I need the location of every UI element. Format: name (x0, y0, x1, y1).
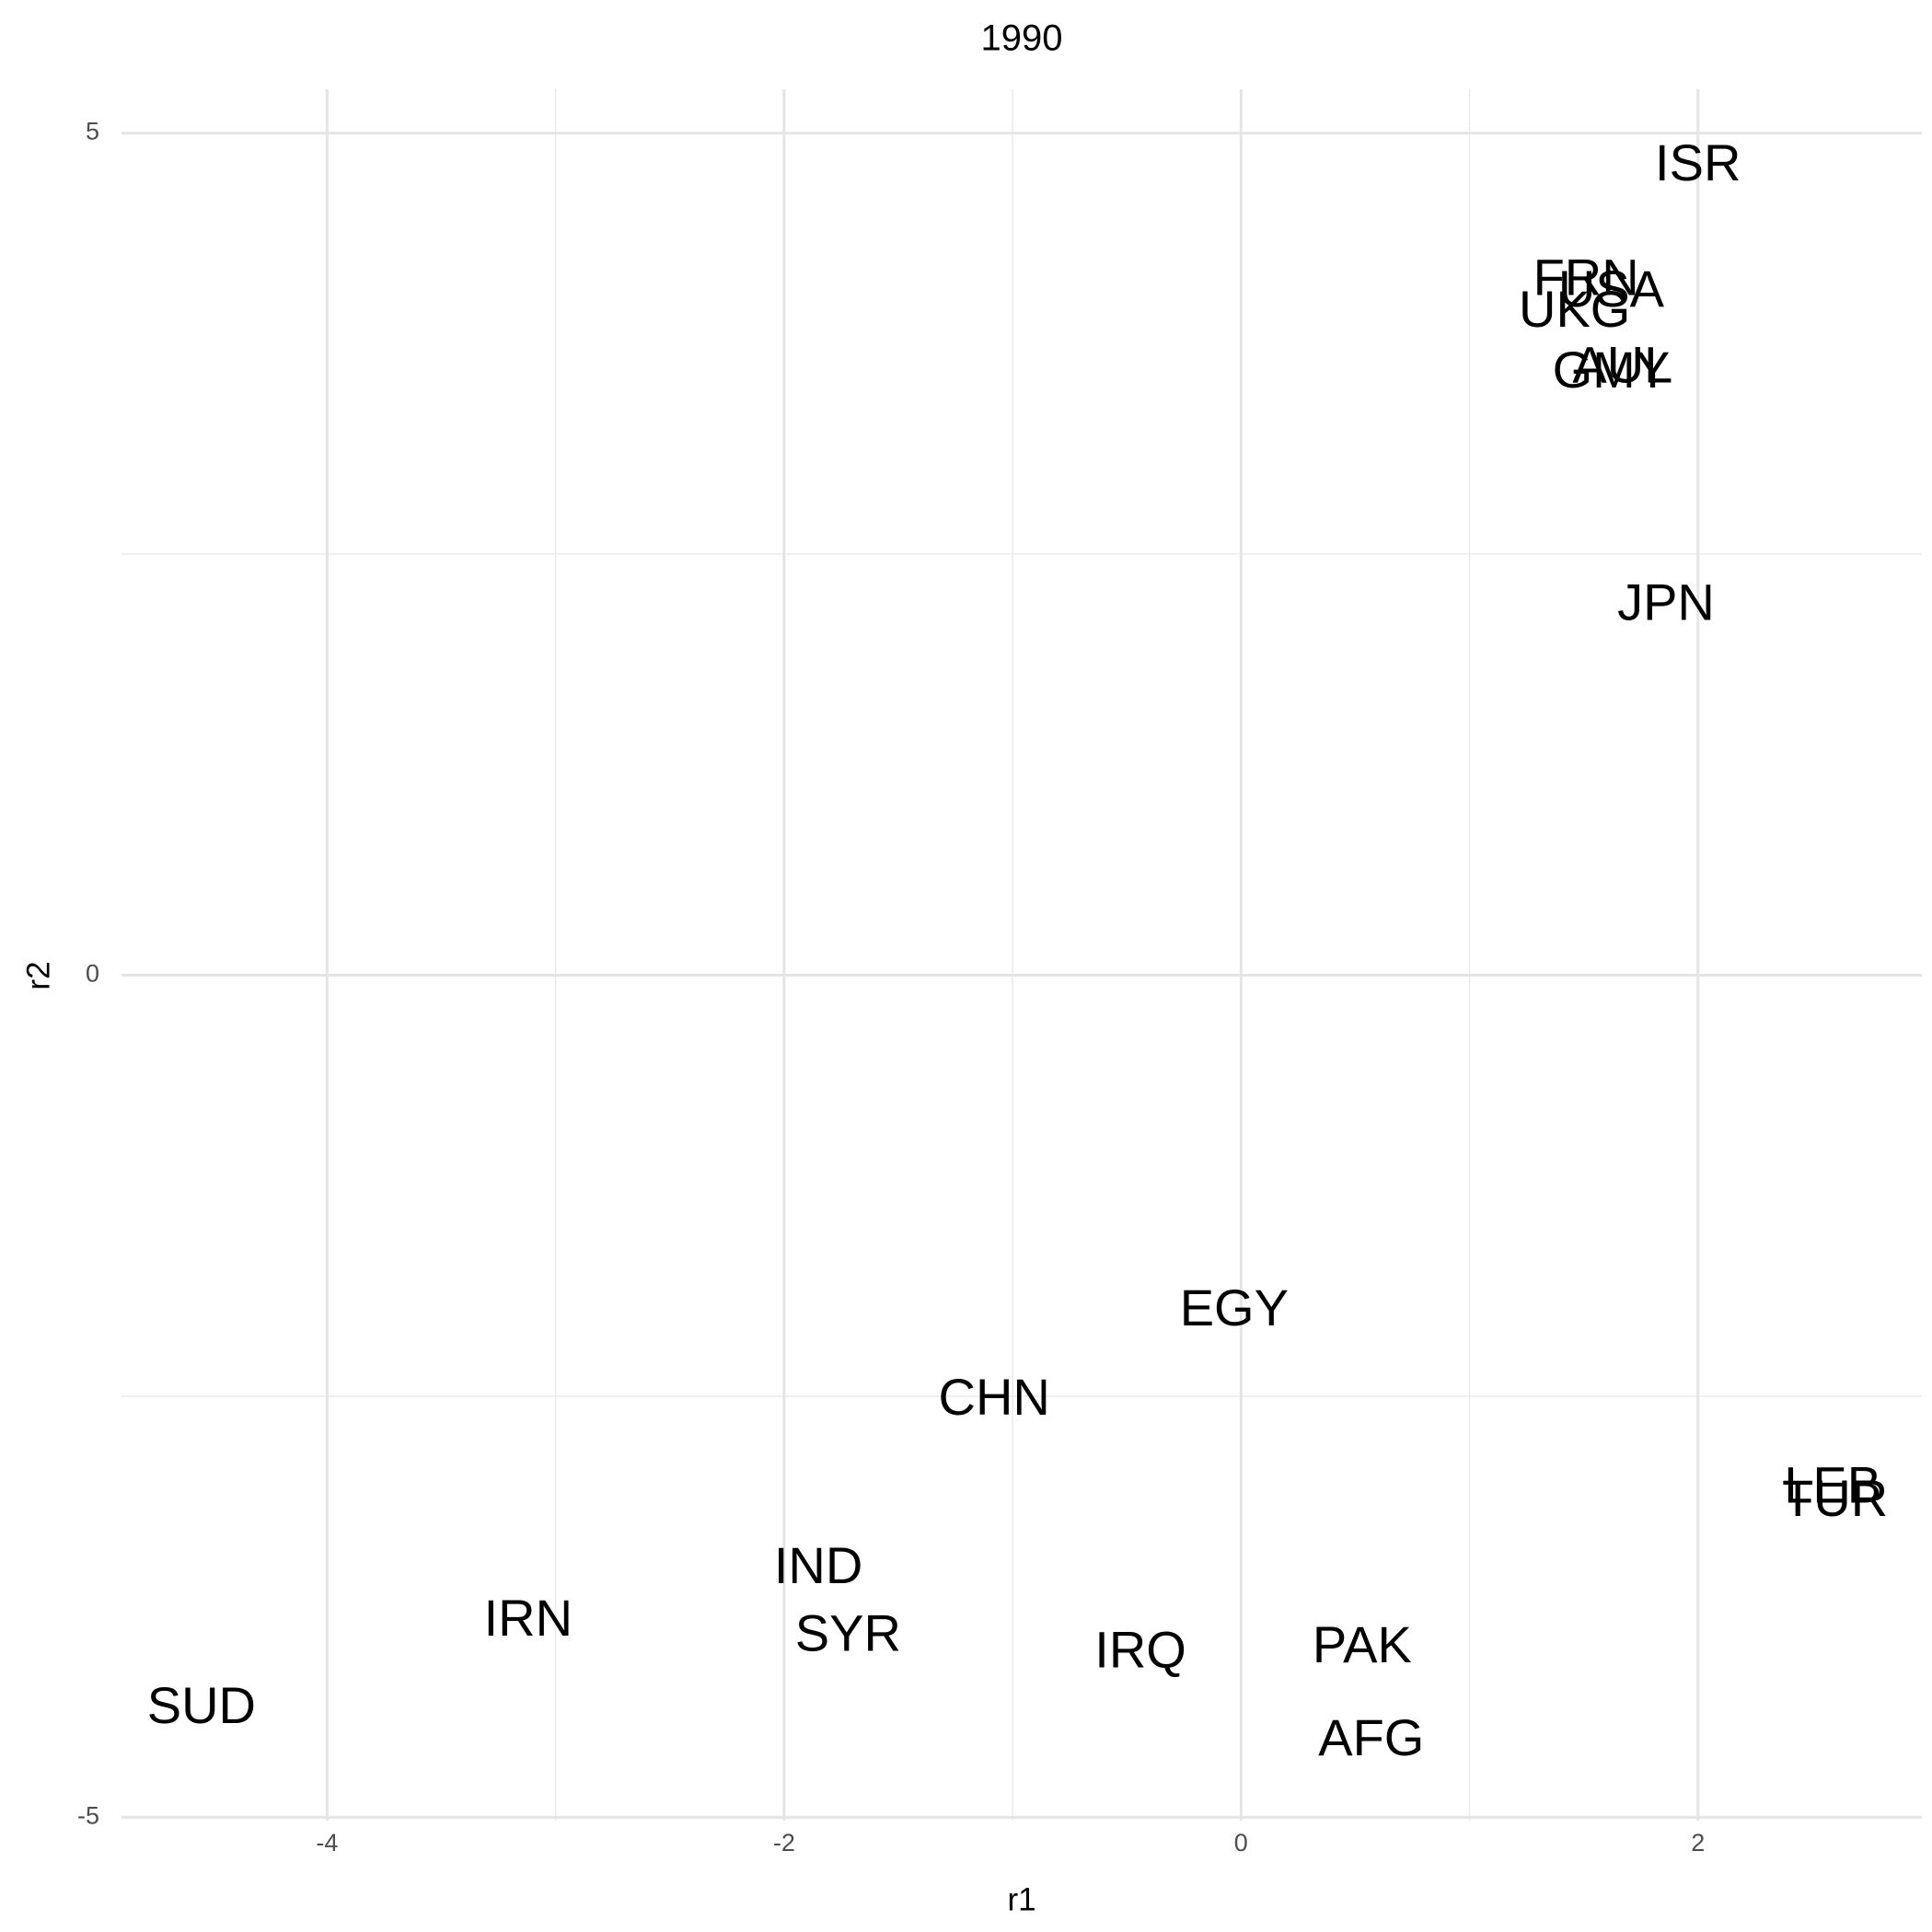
point-label: FRN (1533, 248, 1639, 306)
point-label: USA (1558, 260, 1665, 318)
x-tick-label: -4 (316, 1829, 338, 1857)
x-axis-title: r1 (1007, 1881, 1035, 1917)
point-label: SYR (795, 1603, 901, 1661)
point-label: SUD (147, 1676, 256, 1734)
point-label: UKG (1519, 280, 1630, 338)
x-tick-label: -2 (773, 1829, 795, 1857)
y-tick-label: -5 (77, 1801, 99, 1829)
point-label: IRN (484, 1589, 573, 1647)
x-tick-label: 2 (1691, 1829, 1705, 1857)
chart-title: 1990 (981, 18, 1063, 59)
point-label: GMY (1553, 341, 1671, 399)
point-label: ISR (1655, 133, 1741, 191)
point-label: IRQ (1094, 1621, 1186, 1679)
point-label: EGY (1180, 1278, 1289, 1336)
y-axis-title: r2 (20, 961, 56, 989)
point-label: AFG (1318, 1708, 1424, 1766)
y-tick-label: 0 (86, 960, 99, 988)
point-label: PAK (1313, 1615, 1412, 1673)
x-tick-label: 0 (1234, 1829, 1248, 1857)
point-label: TUR (1782, 1469, 1888, 1527)
point-label: AUL (1572, 336, 1672, 394)
point-label: LEB (1784, 1455, 1881, 1513)
point-label: IND (774, 1536, 862, 1594)
point-label: JPN (1617, 573, 1715, 631)
y-tick-label: 5 (86, 118, 99, 145)
point-label: CHN (939, 1368, 1050, 1426)
